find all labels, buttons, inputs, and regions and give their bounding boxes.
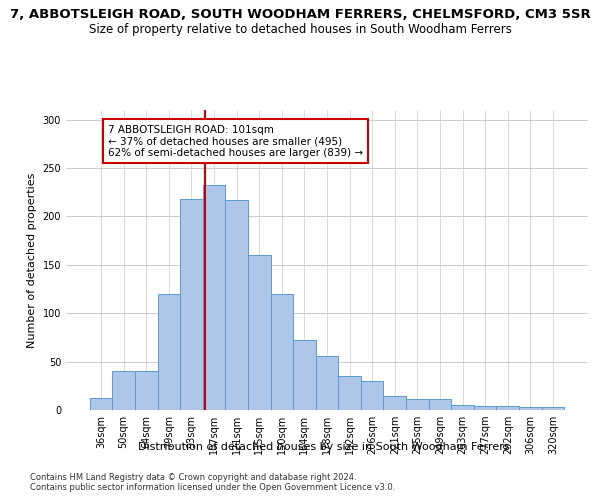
Bar: [180, 199, 203, 410]
Text: Distribution of detached houses by size in South Woodham Ferrers: Distribution of detached houses by size …: [138, 442, 510, 452]
Bar: [338, 376, 361, 410]
Bar: [361, 381, 383, 410]
Bar: [406, 400, 428, 410]
Text: 7, ABBOTSLEIGH ROAD, SOUTH WOODHAM FERRERS, CHELMSFORD, CM3 5SR: 7, ABBOTSLEIGH ROAD, SOUTH WOODHAM FERRE…: [10, 8, 590, 20]
Bar: [158, 294, 180, 410]
Bar: [451, 405, 474, 410]
Text: Contains HM Land Registry data © Crown copyright and database right 2024.: Contains HM Land Registry data © Crown c…: [30, 472, 356, 482]
Bar: [428, 400, 451, 410]
Bar: [271, 294, 293, 410]
Bar: [226, 200, 248, 410]
Bar: [316, 356, 338, 410]
Bar: [90, 398, 112, 410]
Bar: [496, 406, 519, 410]
Bar: [542, 407, 564, 410]
Y-axis label: Number of detached properties: Number of detached properties: [27, 172, 37, 348]
Text: 7 ABBOTSLEIGH ROAD: 101sqm
← 37% of detached houses are smaller (495)
62% of sem: 7 ABBOTSLEIGH ROAD: 101sqm ← 37% of deta…: [108, 124, 363, 158]
Bar: [474, 406, 496, 410]
Text: Size of property relative to detached houses in South Woodham Ferrers: Size of property relative to detached ho…: [89, 22, 511, 36]
Bar: [203, 186, 226, 410]
Bar: [519, 407, 542, 410]
Text: Contains public sector information licensed under the Open Government Licence v3: Contains public sector information licen…: [30, 484, 395, 492]
Bar: [112, 372, 135, 410]
Bar: [293, 340, 316, 410]
Bar: [383, 396, 406, 410]
Bar: [135, 372, 158, 410]
Bar: [248, 255, 271, 410]
